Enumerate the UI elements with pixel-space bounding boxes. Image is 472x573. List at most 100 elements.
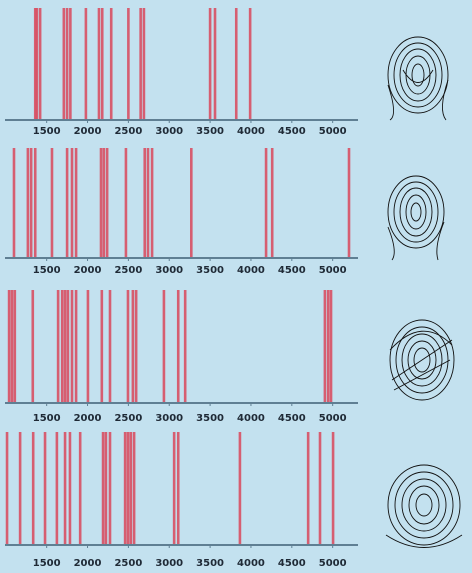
x-tick-label: 3000 xyxy=(155,413,183,424)
spectral-line xyxy=(27,148,30,258)
spectral-line xyxy=(173,432,176,545)
spectral-line xyxy=(105,432,108,545)
spectral-line xyxy=(69,8,72,120)
spectral-line xyxy=(103,148,106,258)
spectral-line xyxy=(101,290,104,403)
spectral-line xyxy=(34,148,37,258)
x-tick-label: 5000 xyxy=(319,413,347,424)
spectral-line xyxy=(75,290,78,403)
spectral-line xyxy=(127,432,130,545)
x-tick-label: 2000 xyxy=(74,126,102,137)
spectral-line xyxy=(125,148,128,258)
spectral-line xyxy=(124,432,127,545)
spectral-line xyxy=(348,148,351,258)
spectral-line xyxy=(151,148,154,258)
spectral-line xyxy=(102,432,105,545)
spectral-line xyxy=(61,290,64,403)
spectral-line xyxy=(177,290,180,403)
spectral-line xyxy=(271,148,274,258)
x-tick-label: 4000 xyxy=(237,126,265,137)
spectral-line xyxy=(101,8,104,120)
spectral-line xyxy=(31,290,34,403)
spectral-line xyxy=(127,290,130,403)
spectral-line xyxy=(319,432,322,545)
x-tick-label: 2000 xyxy=(74,413,102,424)
spectral-line xyxy=(332,432,335,545)
spectral-line xyxy=(143,148,146,258)
x-tick-label: 1500 xyxy=(33,413,61,424)
spectral-line xyxy=(265,148,268,258)
spectral-line xyxy=(75,148,78,258)
spectral-line xyxy=(6,432,9,545)
spectral-line xyxy=(98,8,101,120)
spectral-line xyxy=(19,432,22,545)
x-tick-label: 3000 xyxy=(155,265,183,276)
spectral-line xyxy=(135,290,138,403)
x-tick-label: 2000 xyxy=(74,558,102,569)
spectral-line xyxy=(63,8,66,120)
spectral-line xyxy=(330,290,333,403)
spectral-line xyxy=(100,148,103,258)
spectral-line xyxy=(177,432,180,545)
x-tick-label: 4500 xyxy=(278,413,306,424)
spectral-line xyxy=(324,290,327,403)
spectral-line xyxy=(110,8,113,120)
spectral-line xyxy=(36,8,39,120)
x-tick-label: 4500 xyxy=(278,558,306,569)
spectral-line xyxy=(30,148,33,258)
spectral-line xyxy=(327,290,330,403)
spectral-line xyxy=(132,290,135,403)
spectral-line xyxy=(13,148,16,258)
spectral-line xyxy=(127,8,130,120)
spectral-line xyxy=(56,432,59,545)
spectral-line xyxy=(190,148,193,258)
x-tick-label: 1500 xyxy=(33,265,61,276)
spectral-line xyxy=(209,8,212,120)
x-tick-label: 1500 xyxy=(33,558,61,569)
spectral-line xyxy=(79,432,82,545)
spectral-line xyxy=(14,290,17,403)
spectral-line xyxy=(8,290,11,403)
x-tick-label: 5000 xyxy=(319,265,347,276)
x-tick-label: 3500 xyxy=(196,558,224,569)
spectral-line xyxy=(57,290,60,403)
spectral-line xyxy=(51,148,54,258)
spectral-line xyxy=(109,290,112,403)
spectral-line xyxy=(133,432,136,545)
spectral-line xyxy=(66,8,69,120)
x-tick-label: 3500 xyxy=(196,413,224,424)
x-tick-label: 2500 xyxy=(114,265,142,276)
x-tick-label: 4500 xyxy=(278,126,306,137)
x-tick-label: 4000 xyxy=(237,265,265,276)
spectral-line xyxy=(139,8,142,120)
spectral-line xyxy=(87,290,90,403)
x-tick-label: 2500 xyxy=(114,558,142,569)
x-tick-label: 2500 xyxy=(114,413,142,424)
x-tick-label: 3000 xyxy=(155,558,183,569)
x-tick-label: 2500 xyxy=(114,126,142,137)
spectral-line xyxy=(235,8,238,120)
spectral-line xyxy=(184,290,187,403)
spectral-line xyxy=(67,290,70,403)
x-tick-label: 5000 xyxy=(319,558,347,569)
spectral-line xyxy=(130,432,133,545)
spectral-line xyxy=(64,432,67,545)
spectral-line xyxy=(69,432,72,545)
x-tick-label: 4000 xyxy=(237,413,265,424)
spectral-line xyxy=(147,148,150,258)
spectral-line xyxy=(71,148,74,258)
spectral-line xyxy=(71,290,74,403)
x-tick-label: 1500 xyxy=(33,126,61,137)
spectral-line xyxy=(85,8,88,120)
spectral-line xyxy=(143,8,146,120)
x-tick-label: 4500 xyxy=(278,265,306,276)
spectral-line xyxy=(11,290,14,403)
spectral-line xyxy=(32,432,35,545)
spectral-line xyxy=(106,148,109,258)
x-tick-label: 4000 xyxy=(237,558,265,569)
spectral-line xyxy=(163,290,166,403)
spectral-line xyxy=(44,432,47,545)
x-tick-label: 5000 xyxy=(319,126,347,137)
spectral-line xyxy=(214,8,217,120)
spectral-line xyxy=(64,290,67,403)
